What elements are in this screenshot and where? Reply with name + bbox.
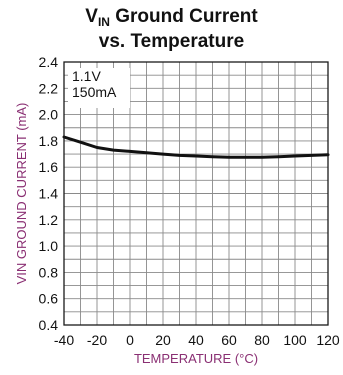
y-tick-label: 1.8 (39, 133, 59, 149)
x-tick-label: 20 (155, 332, 171, 348)
title-v: V (85, 6, 98, 27)
y-tick-label: 2.2 (39, 80, 59, 96)
x-ticks: -40 -20 0 20 40 60 80 100 120 (54, 332, 340, 348)
x-tick-label: -20 (87, 332, 107, 348)
x-tick-label: 40 (188, 332, 204, 348)
y-tick-label: 1.2 (39, 212, 59, 228)
annotation-box (68, 68, 130, 108)
x-tick-label: 60 (221, 332, 237, 348)
plot-frame (63, 61, 329, 326)
y-tick-label: 1.0 (39, 238, 59, 254)
y-tick-label: 1.6 (39, 159, 59, 175)
title-rest: Ground Current (109, 6, 258, 27)
x-tick-label: -40 (54, 332, 74, 348)
chart-title-line-1: VIN Ground Current (0, 6, 343, 29)
y-ticks: 0.4 0.6 0.8 1.0 1.2 1.4 1.6 1.8 2.0 2.2 2.4 (39, 54, 59, 333)
x-tick-label: 0 (126, 332, 134, 348)
series-line (62, 135, 330, 159)
x-tick-label: 100 (283, 332, 307, 348)
y-axis-label: VIN GROUND CURRENT (mA) (14, 103, 29, 285)
x-tick-label: 80 (254, 332, 270, 348)
y-tick-label: 2.0 (39, 107, 59, 123)
annotation-text: 1.1V (72, 68, 101, 84)
y-tick-label: 0.8 (39, 264, 59, 280)
y-tick-label: 0.4 (39, 317, 59, 333)
x-tick-label: 120 (316, 332, 340, 348)
y-tick-label: 2.4 (39, 54, 59, 70)
title-subscript: IN (97, 15, 110, 29)
annotation-text: 150mA (72, 84, 117, 100)
y-tick-label: 1.4 (39, 186, 59, 202)
series-layer (62, 135, 330, 159)
x-axis-label: TEMPERATURE (°C) (134, 351, 258, 366)
y-tick-label: 0.6 (39, 291, 59, 307)
chart-title-line-2: vs. Temperature (98, 31, 245, 52)
